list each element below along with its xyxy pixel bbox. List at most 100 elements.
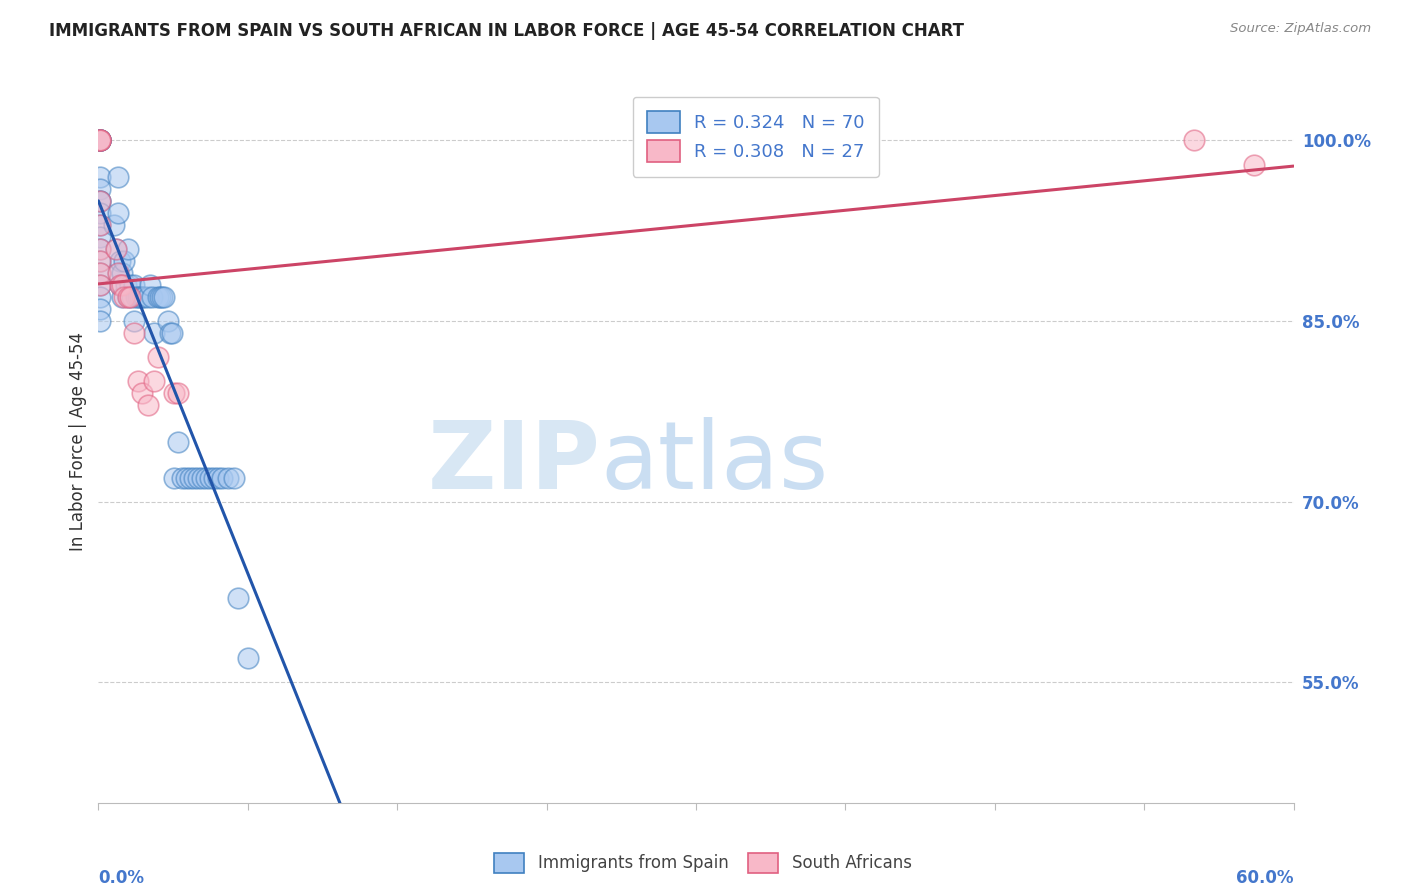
Point [117, 290, 139, 304]
Point [89, 266, 111, 280]
Point [89, 133, 111, 147]
Point [148, 290, 170, 304]
Point [179, 471, 201, 485]
Point [139, 277, 162, 292]
Point [89, 133, 111, 147]
Point [89, 194, 111, 208]
Point [163, 471, 186, 485]
Point [89, 182, 111, 196]
Point [107, 266, 129, 280]
Point [127, 290, 149, 304]
Point [117, 290, 139, 304]
Point [89, 133, 111, 147]
Point [89, 133, 111, 147]
Point [226, 591, 249, 606]
Point [222, 471, 245, 485]
Point [125, 290, 148, 304]
Point [89, 314, 111, 328]
Point [124, 314, 146, 328]
Text: Source: ZipAtlas.com: Source: ZipAtlas.com [1230, 22, 1371, 36]
Legend: R = 0.324   N = 70, R = 0.308   N = 27: R = 0.324 N = 70, R = 0.308 N = 27 [633, 96, 879, 177]
Point [211, 471, 233, 485]
Point [124, 277, 146, 292]
Point [89, 194, 111, 208]
Point [89, 277, 111, 292]
Point [110, 254, 132, 268]
Point [89, 133, 111, 147]
Point [148, 351, 170, 365]
Point [136, 398, 159, 412]
Legend: Immigrants from Spain, South Africans: Immigrants from Spain, South Africans [488, 847, 918, 880]
Text: atlas: atlas [600, 417, 828, 509]
Point [127, 375, 149, 389]
Point [157, 314, 180, 328]
Point [89, 169, 111, 184]
Point [111, 266, 134, 280]
Point [89, 133, 111, 147]
Point [117, 242, 139, 256]
Point [89, 242, 111, 256]
Point [89, 133, 111, 147]
Point [89, 242, 111, 256]
Point [143, 326, 166, 341]
Point [207, 471, 229, 485]
Point [141, 290, 163, 304]
Point [110, 277, 132, 292]
Point [217, 471, 239, 485]
Point [89, 254, 111, 268]
Text: 60.0%: 60.0% [1236, 869, 1294, 887]
Point [163, 386, 186, 401]
Point [174, 471, 197, 485]
Point [191, 471, 214, 485]
Point [129, 290, 152, 304]
Point [89, 206, 111, 220]
Point [236, 651, 259, 665]
Point [89, 133, 111, 147]
Point [115, 277, 138, 292]
Point [153, 290, 176, 304]
Point [134, 290, 156, 304]
Point [167, 386, 190, 401]
Point [131, 290, 153, 304]
Y-axis label: In Labor Force | Age 45-54: In Labor Force | Age 45-54 [69, 332, 87, 551]
Point [143, 375, 166, 389]
Point [198, 471, 221, 485]
Point [110, 277, 132, 292]
Point [195, 471, 218, 485]
Point [107, 206, 129, 220]
Text: ZIP: ZIP [427, 417, 600, 509]
Point [120, 290, 142, 304]
Point [89, 230, 111, 244]
Point [121, 290, 143, 304]
Point [1182, 133, 1205, 147]
Point [111, 290, 134, 304]
Point [187, 471, 209, 485]
Point [112, 254, 135, 268]
Point [172, 471, 194, 485]
Point [136, 290, 159, 304]
Point [89, 218, 111, 232]
Point [89, 254, 111, 268]
Point [107, 169, 129, 184]
Point [103, 218, 125, 232]
Text: IMMIGRANTS FROM SPAIN VS SOUTH AFRICAN IN LABOR FORCE | AGE 45-54 CORRELATION CH: IMMIGRANTS FROM SPAIN VS SOUTH AFRICAN I… [49, 22, 965, 40]
Point [111, 277, 134, 292]
Text: 0.0%: 0.0% [98, 869, 145, 887]
Point [1243, 158, 1265, 172]
Point [150, 290, 173, 304]
Point [167, 434, 190, 449]
Point [202, 471, 225, 485]
Point [105, 242, 128, 256]
Point [105, 242, 128, 256]
Point [149, 290, 172, 304]
Point [112, 290, 135, 304]
Point [89, 290, 111, 304]
Point [107, 266, 129, 280]
Point [89, 301, 111, 317]
Point [89, 133, 111, 147]
Point [160, 326, 183, 341]
Point [183, 471, 205, 485]
Point [124, 326, 146, 341]
Point [89, 218, 111, 232]
Point [120, 277, 142, 292]
